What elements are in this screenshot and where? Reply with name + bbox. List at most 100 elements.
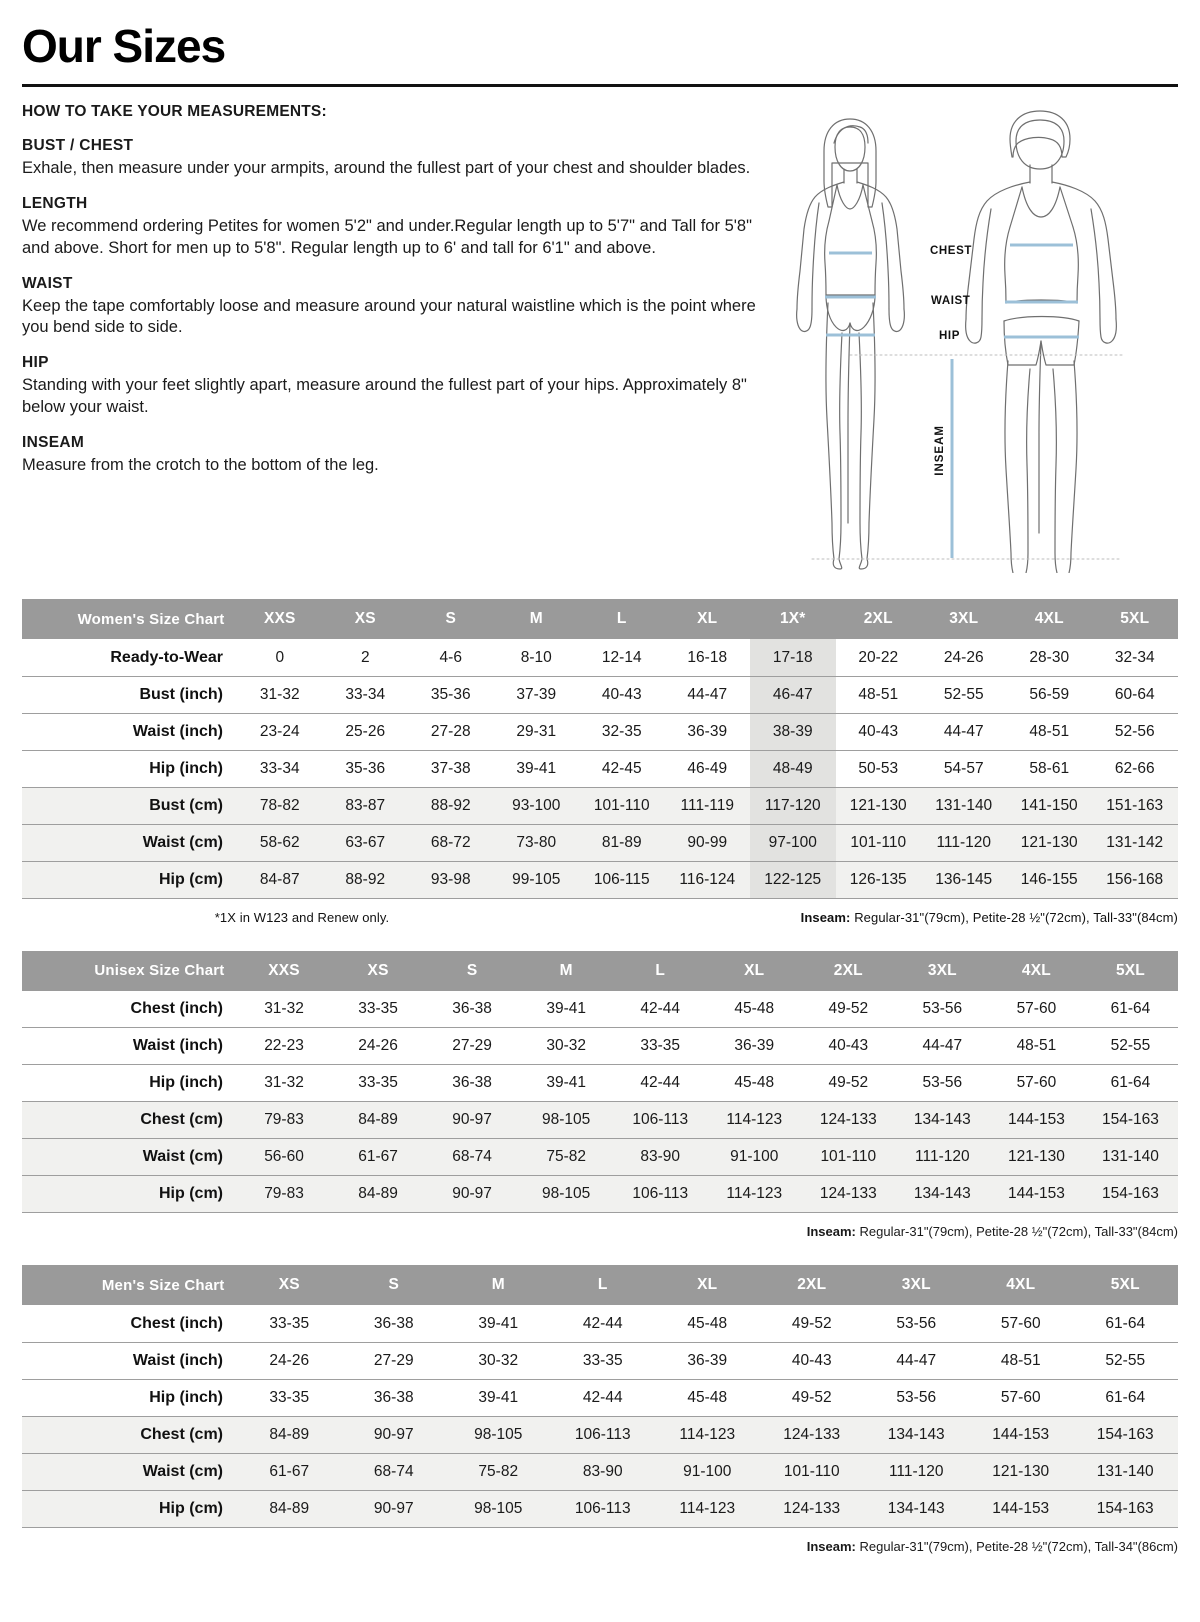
cell: 27-29 [452, 1037, 492, 1055]
instruction-waist: WAIST Keep the tape comfortably loose an… [22, 275, 782, 340]
size-header-s: S [408, 599, 494, 640]
cell: 46-49 [687, 759, 728, 777]
cell: 33-35 [358, 1074, 398, 1092]
cell: 75-82 [478, 1462, 519, 1480]
cell: 44-47 [687, 685, 728, 703]
cell: 56-59 [1029, 685, 1070, 703]
size-header-3xl: 3XL [864, 1265, 969, 1306]
size-header-s: S [341, 1265, 447, 1306]
size-header-2xl: 2XL [801, 950, 896, 991]
cell: 58-61 [1029, 759, 1070, 777]
table-row: Bust (inch) 31-32 33-34 35-36 37-39 40-4… [22, 676, 1178, 714]
instruction-body: We recommend ordering Petites for women … [22, 217, 752, 257]
cell: 124-133 [819, 1185, 877, 1203]
unisex-size-chart-table: Unisex Size Chart XXS XS S M L XL 2XL 3X… [22, 950, 1179, 1214]
cell: 32-35 [601, 722, 642, 740]
cell: 58-62 [259, 833, 300, 851]
cell: 17-18 [750, 639, 836, 677]
cell: 79-83 [264, 1111, 304, 1129]
table-row: Hip (cm) 79-83 84-89 90-97 98-105 106-11… [22, 1175, 1178, 1213]
cell: 90-97 [452, 1185, 492, 1203]
cell: 131-140 [935, 796, 993, 814]
row-label-hip-inch: Hip (inch) [149, 759, 223, 777]
instructions-heading: HOW TO TAKE YOUR MEASUREMENTS: [22, 103, 327, 121]
cell: 111-120 [936, 833, 992, 851]
cell: 49-52 [828, 1000, 869, 1018]
cell: 124-133 [783, 1425, 841, 1443]
cell: 42-44 [640, 1074, 681, 1092]
cell: 61-64 [1105, 1388, 1146, 1406]
size-header-xl: XL [655, 1265, 760, 1306]
cell: 45-48 [687, 1388, 728, 1406]
cell: 84-89 [269, 1425, 310, 1443]
womens-size-chart-block: Women's Size Chart XXS XS S M L XL 1X* 2… [22, 599, 1178, 925]
size-header-xs: XS [237, 1265, 342, 1306]
table-row: Hip (cm) 84-87 88-92 93-98 99-105 106-11… [22, 861, 1178, 899]
cell: 53-56 [922, 1074, 963, 1092]
cell: 61-67 [358, 1148, 398, 1166]
row-label-bust-inch: Bust (inch) [139, 685, 223, 703]
size-header-m: M [519, 950, 614, 991]
row-label-chest-inch: Chest (inch) [130, 1314, 223, 1332]
inseam-value: Regular-31"(79cm), Petite-28 ½"(72cm), T… [855, 1538, 1179, 1554]
cell: 40-43 [858, 722, 899, 740]
cell: 44-47 [943, 722, 984, 740]
cell: 106-115 [593, 870, 650, 888]
cell: 90-97 [452, 1111, 492, 1129]
table-row: Chest (inch) 33-35 36-38 39-41 42-44 45-… [22, 1305, 1178, 1343]
size-header-4xl: 4XL [989, 950, 1084, 991]
instruction-bust-chest: BUST / CHEST Exhale, then measure under … [22, 137, 782, 180]
row-label-hip-inch: Hip (inch) [149, 1388, 223, 1406]
cell: 27-28 [430, 722, 471, 740]
cell: 114-123 [726, 1185, 783, 1203]
cell: 117-120 [750, 787, 836, 825]
cell: 46-47 [750, 676, 836, 714]
cell: 53-56 [922, 1000, 963, 1018]
inseam-label: Inseam: [806, 1538, 856, 1554]
cell: 48-51 [1029, 722, 1070, 740]
cell: 33-35 [269, 1314, 310, 1332]
size-header-m: M [493, 599, 580, 640]
cell: 48-49 [750, 750, 836, 788]
size-header-l: L [613, 950, 708, 991]
cell: 134-143 [913, 1185, 971, 1203]
intro-section: HOW TO TAKE YOUR MEASUREMENTS: BUST / CH… [22, 103, 1178, 574]
row-label-waist-inch: Waist (inch) [132, 1351, 223, 1369]
cell: 111-119 [680, 796, 734, 814]
cell: 131-140 [1102, 1148, 1159, 1166]
cell: 154-163 [1102, 1185, 1159, 1203]
womens-footnote-1x: *1X in W123 and Renew only. [214, 909, 390, 925]
cell: 4-6 [439, 648, 462, 666]
alignment-guides [811, 354, 1123, 560]
cell: 146-155 [1020, 870, 1078, 888]
cell: 23-24 [259, 722, 300, 740]
table-row: Waist (inch) 22-23 24-26 27-29 30-32 33-… [22, 1028, 1178, 1065]
cell: 30-32 [546, 1037, 586, 1055]
cell: 36-39 [687, 722, 728, 740]
mens-chart-header-row: Men's Size Chart XS S M L XL 2XL 3XL 4XL… [22, 1265, 1178, 1306]
cell: 91-100 [730, 1148, 779, 1166]
table-row: Waist (cm) 56-60 61-67 68-74 75-82 83-90… [22, 1138, 1178, 1176]
size-header-4xl: 4XL [968, 1265, 1074, 1306]
cell: 31-32 [264, 1000, 304, 1018]
cell: 154-163 [1096, 1499, 1154, 1517]
cell: 48-51 [858, 685, 899, 703]
cell: 88-92 [430, 796, 471, 814]
cell: 40-43 [791, 1351, 832, 1369]
cell: 42-45 [601, 759, 642, 777]
instruction-body: Keep the tape comfortably loose and meas… [22, 296, 756, 337]
cell: 93-98 [430, 870, 471, 888]
mens-size-chart-table: Men's Size Chart XS S M L XL 2XL 3XL 4XL… [22, 1265, 1178, 1528]
cell: 156-168 [1106, 870, 1164, 888]
cell: 33-35 [640, 1037, 681, 1055]
cell: 36-38 [452, 1074, 492, 1092]
cell: 42-44 [582, 1314, 623, 1332]
womens-size-chart-table: Women's Size Chart XXS XS S M L XL 1X* 2… [22, 599, 1178, 899]
cell: 45-48 [734, 1074, 775, 1092]
cell: 61-64 [1110, 1074, 1151, 1092]
cell: 61-64 [1110, 1000, 1151, 1018]
cell: 114-123 [679, 1499, 736, 1517]
size-header-1x: 1X* [750, 599, 836, 640]
cell: 90-99 [687, 833, 728, 851]
cell: 99-105 [512, 870, 561, 888]
